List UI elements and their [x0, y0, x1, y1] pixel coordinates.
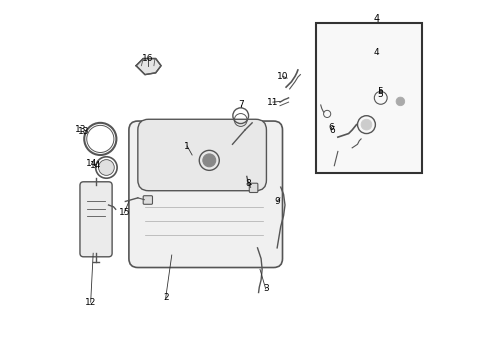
Text: 3: 3	[263, 284, 269, 293]
Text: 11: 11	[267, 98, 279, 107]
Text: 12: 12	[85, 298, 97, 307]
Polygon shape	[136, 59, 161, 75]
Bar	[317, 23, 422, 173]
Text: 13: 13	[78, 127, 89, 136]
Text: 14: 14	[90, 161, 101, 170]
Text: 4: 4	[373, 14, 380, 24]
Text: 2: 2	[163, 293, 169, 302]
FancyBboxPatch shape	[80, 182, 112, 257]
Text: 9: 9	[274, 197, 280, 206]
Text: 5: 5	[377, 87, 383, 96]
Circle shape	[361, 119, 372, 130]
Text: 7: 7	[238, 100, 244, 109]
Text: 8: 8	[245, 179, 251, 188]
Circle shape	[98, 159, 114, 175]
Text: 10: 10	[277, 72, 289, 81]
Text: 4: 4	[374, 48, 379, 57]
Text: 15: 15	[119, 208, 130, 217]
FancyBboxPatch shape	[143, 196, 152, 204]
Text: 16: 16	[142, 54, 153, 63]
Text: 14: 14	[86, 159, 98, 168]
Text: 5: 5	[377, 90, 383, 99]
FancyBboxPatch shape	[249, 183, 258, 193]
Circle shape	[203, 154, 216, 167]
Text: 6: 6	[329, 123, 334, 132]
Circle shape	[396, 97, 405, 106]
Text: 6: 6	[330, 126, 335, 135]
FancyBboxPatch shape	[138, 119, 267, 191]
FancyBboxPatch shape	[129, 121, 283, 267]
Text: 13: 13	[75, 126, 86, 135]
Text: 1: 1	[184, 141, 190, 150]
